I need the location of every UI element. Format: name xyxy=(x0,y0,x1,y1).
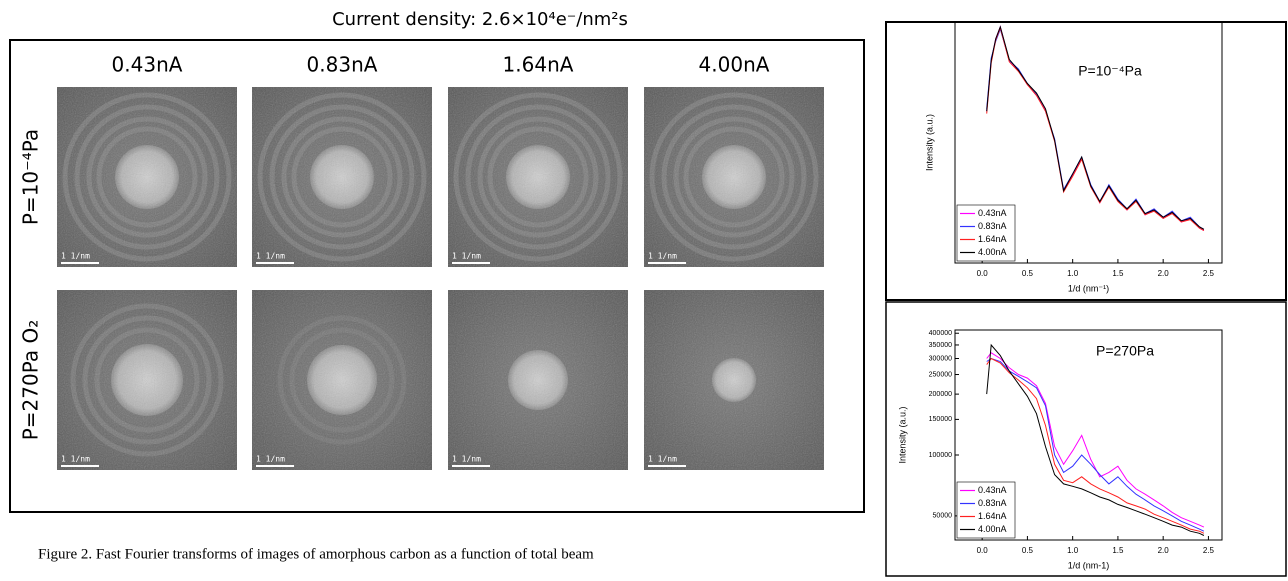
x-tick-label: 0.5 xyxy=(1022,546,1034,555)
scale-bar-label: 1 1/nm xyxy=(452,455,481,464)
image-noise xyxy=(57,87,237,267)
plot-frame xyxy=(954,21,1223,264)
legend-label: 1.64nA xyxy=(978,511,1007,521)
y-tick-label: 350000 xyxy=(929,342,952,349)
image-noise xyxy=(57,290,237,470)
series-line xyxy=(986,357,1205,534)
series-line xyxy=(986,343,1205,536)
series-line xyxy=(986,27,1205,230)
column-label: 0.83nA xyxy=(307,53,378,77)
legend-label: 0.83nA xyxy=(978,498,1007,508)
y-tick-label: 200000 xyxy=(929,391,952,398)
x-tick-label: 2.0 xyxy=(1158,269,1170,278)
series-line xyxy=(986,25,1205,231)
scale-bar-label: 1 1/nm xyxy=(256,252,285,261)
legend-label: 0.43nA xyxy=(978,208,1007,218)
legend-box xyxy=(956,481,1016,539)
scale-bar-label: 1 1/nm xyxy=(648,252,677,261)
x-tick-label: 1.0 xyxy=(1067,269,1079,278)
x-tick-label: 1.0 xyxy=(1067,546,1079,555)
legend-label: 0.83nA xyxy=(978,221,1007,231)
row-label: P=270Pa O₂ xyxy=(19,320,43,441)
scale-bar-label: 1 1/nm xyxy=(61,252,90,261)
y-tick-label: 50000 xyxy=(933,513,953,520)
x-tick-label: 2.0 xyxy=(1158,546,1170,555)
series-line xyxy=(986,25,1205,230)
legend-label: 1.64nA xyxy=(978,234,1007,244)
caption: Figure 2. Fast Fourier transforms of ima… xyxy=(38,546,594,562)
scale-bar-label: 1 1/nm xyxy=(648,455,677,464)
x-tick-label: 2.5 xyxy=(1203,546,1215,555)
grid-frame xyxy=(9,39,865,513)
y-axis-label: Intensity (a.u.) xyxy=(924,114,934,171)
legend-label: 4.00nA xyxy=(978,247,1007,257)
x-tick-label: 0.5 xyxy=(1022,269,1034,278)
legend-box xyxy=(956,204,1016,262)
scale-bar-label: 1 1/nm xyxy=(61,455,90,464)
legend-label: 4.00nA xyxy=(978,524,1007,534)
legend-label: 0.43nA xyxy=(978,485,1007,495)
x-tick-label: 1.5 xyxy=(1112,546,1124,555)
y-tick-label: 400000 xyxy=(929,330,952,337)
figure-title: Current density: 2.6×10⁴e⁻/nm²s xyxy=(332,9,628,30)
y-tick-label: 250000 xyxy=(929,371,952,378)
x-tick-label: 2.5 xyxy=(1203,269,1215,278)
annotation: P=270Pa xyxy=(1096,343,1154,359)
series-line xyxy=(986,352,1205,528)
column-label: 0.43nA xyxy=(112,53,183,77)
panel-frame xyxy=(885,301,1287,577)
series-line xyxy=(986,26,1205,231)
x-axis-label: 1/d (nm⁻¹) xyxy=(1068,283,1109,293)
y-tick-label: 150000 xyxy=(929,416,952,423)
scale-bar-label: 1 1/nm xyxy=(256,455,285,464)
x-axis-label: 1/d (nm-1) xyxy=(1068,560,1110,570)
column-label: 1.64nA xyxy=(503,53,574,77)
image-noise xyxy=(448,87,628,267)
x-tick-label: 1.5 xyxy=(1112,269,1124,278)
series-line xyxy=(986,357,1205,532)
x-tick-label: 0.0 xyxy=(977,269,989,278)
image-noise xyxy=(252,87,432,267)
x-tick-label: 0.0 xyxy=(977,546,989,555)
plot-frame xyxy=(954,329,1223,541)
image-noise xyxy=(644,87,824,267)
column-label: 4.00nA xyxy=(699,53,770,77)
annotation: P=10⁻⁴Pa xyxy=(1078,63,1142,79)
y-axis-label: Intensity (a.u.) xyxy=(897,406,907,463)
scale-bar-label: 1 1/nm xyxy=(452,252,481,261)
image-noise xyxy=(448,290,628,470)
row-label: P=10⁻⁴Pa xyxy=(19,129,43,225)
image-noise xyxy=(644,290,824,470)
y-tick-label: 100000 xyxy=(929,452,952,459)
y-tick-label: 300000 xyxy=(929,355,952,362)
image-noise xyxy=(252,290,432,470)
